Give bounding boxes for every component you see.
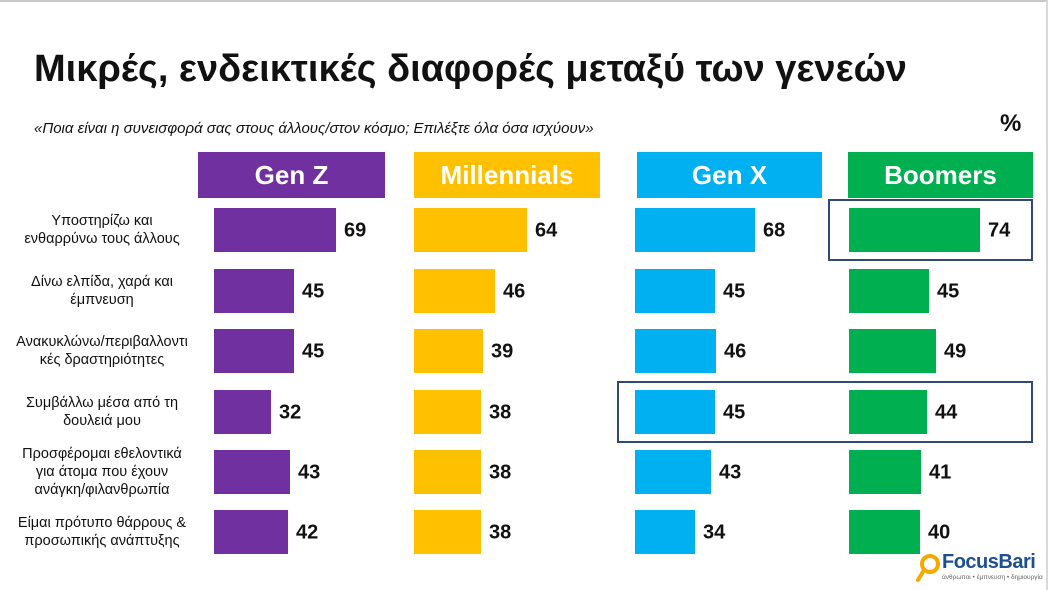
category-label-line: Είμαι πρότυπο θάρρους & <box>17 515 187 531</box>
bar-genz <box>214 269 294 313</box>
bar-genz <box>214 390 271 434</box>
bar-boomers <box>849 450 921 494</box>
bar-genz <box>214 329 294 373</box>
category-label-line: ανάγκη/φιλανθρωπία <box>34 482 170 498</box>
magnifier-icon <box>916 554 940 582</box>
value-label-millennials: 46 <box>503 280 526 303</box>
value-label-millennials: 38 <box>489 401 512 424</box>
category-label-line: Υποστηρίζω και <box>51 213 153 229</box>
value-label-genx: 46 <box>724 340 747 363</box>
category-label: Είμαι πρότυπο θάρρους & προσωπικής ανάπτυ… <box>0 502 204 562</box>
bar-millennials <box>414 208 527 252</box>
bar-boomers <box>849 390 927 434</box>
bar-boomers <box>849 269 929 313</box>
category-label-line: προσωπικής ανάπτυξης <box>24 533 180 549</box>
value-label-boomers: 44 <box>935 401 958 424</box>
highlight-box <box>828 199 1033 261</box>
category-label-line: για άτομα που έχουν <box>35 464 169 480</box>
category-label-line: ενθαρρύνω τους άλλους <box>24 231 180 247</box>
value-label-boomers: 49 <box>944 340 967 363</box>
value-label-boomers: 40 <box>928 521 951 544</box>
value-label-genx: 34 <box>703 521 726 544</box>
bar-genz <box>214 208 336 252</box>
value-label-millennials: 64 <box>535 219 558 242</box>
logo-tagline: άνθρωποι • έμπνευση • δημιουργία <box>942 574 1043 581</box>
bar-genx <box>635 329 716 373</box>
value-label-genz: 32 <box>279 401 302 424</box>
category-label: Δίνω ελπίδα, χαρά και έμπνευση <box>0 261 204 321</box>
value-label-boomers: 74 <box>988 219 1011 242</box>
bar-genx <box>635 390 715 434</box>
bar-genx <box>635 450 711 494</box>
slide-right-border <box>1046 0 1048 590</box>
series-header-millennials: Millennials <box>414 152 600 198</box>
value-label-boomers: 45 <box>937 280 960 303</box>
bar-genx <box>635 208 755 252</box>
slide-subtitle: «Ποια είναι η συνεισφορά σας στους άλλου… <box>34 120 594 137</box>
bar-genz <box>214 450 290 494</box>
bar-boomers <box>849 510 920 554</box>
value-label-boomers: 41 <box>929 461 952 484</box>
category-label-line: Δίνω ελπίδα, χαρά και <box>31 274 173 290</box>
bar-millennials <box>414 329 483 373</box>
series-header-genz: Gen Z <box>198 152 385 198</box>
value-label-genz: 42 <box>296 521 319 544</box>
bar-boomers <box>849 329 936 373</box>
value-label-genx: 68 <box>763 219 786 242</box>
focusbari-logo: FocusBari άνθρωποι • έμπνευση • δημιουργ… <box>916 551 1043 585</box>
value-label-genz: 45 <box>302 280 325 303</box>
value-label-genx: 43 <box>719 461 742 484</box>
value-label-genz: 45 <box>302 340 325 363</box>
bar-millennials <box>414 450 481 494</box>
bar-genx <box>635 510 695 554</box>
category-label-line: Συμβάλλω μέσα από τη <box>25 395 179 411</box>
series-header-boomers: Boomers <box>848 152 1033 198</box>
bar-boomers <box>849 208 980 252</box>
slide-top-border <box>0 0 1048 2</box>
series-header-genx: Gen X <box>637 152 822 198</box>
unit-label: % <box>1000 110 1022 137</box>
value-label-genz: 69 <box>344 219 367 242</box>
category-label: Υποστηρίζω και ενθαρρύνω τους άλλους <box>0 200 204 260</box>
category-label-line: δουλειά μου <box>63 413 141 429</box>
bar-millennials <box>414 390 481 434</box>
category-label-line: Ανακυκλώνω/περιβαλλοντι <box>16 334 188 350</box>
highlight-box <box>617 381 1033 443</box>
category-label-line: έμπνευση <box>70 292 134 308</box>
value-label-genx: 45 <box>723 280 746 303</box>
value-label-millennials: 38 <box>489 461 512 484</box>
value-label-genz: 43 <box>298 461 321 484</box>
bar-genz <box>214 510 288 554</box>
value-label-genx: 45 <box>723 401 746 424</box>
category-label-line: κές δραστηριότητες <box>39 352 165 368</box>
category-label: Ανακυκλώνω/περιβαλλοντι κές δραστηριότητε… <box>0 321 204 381</box>
logo-name: FocusBari <box>942 551 1036 573</box>
bar-genx <box>635 269 715 313</box>
value-label-millennials: 38 <box>489 521 512 544</box>
slide-title: Μικρές, ενδεικτικές διαφορές μεταξύ των … <box>34 48 907 90</box>
category-label: Προσφέρομαι εθελοντικά για άτομα που έχου… <box>0 442 204 502</box>
category-label-line: Προσφέρομαι εθελοντικά <box>22 446 182 462</box>
bar-millennials <box>414 269 495 313</box>
value-label-millennials: 39 <box>491 340 514 363</box>
category-label: Συμβάλλω μέσα από τη δουλειά μου <box>0 382 204 442</box>
bar-millennials <box>414 510 481 554</box>
